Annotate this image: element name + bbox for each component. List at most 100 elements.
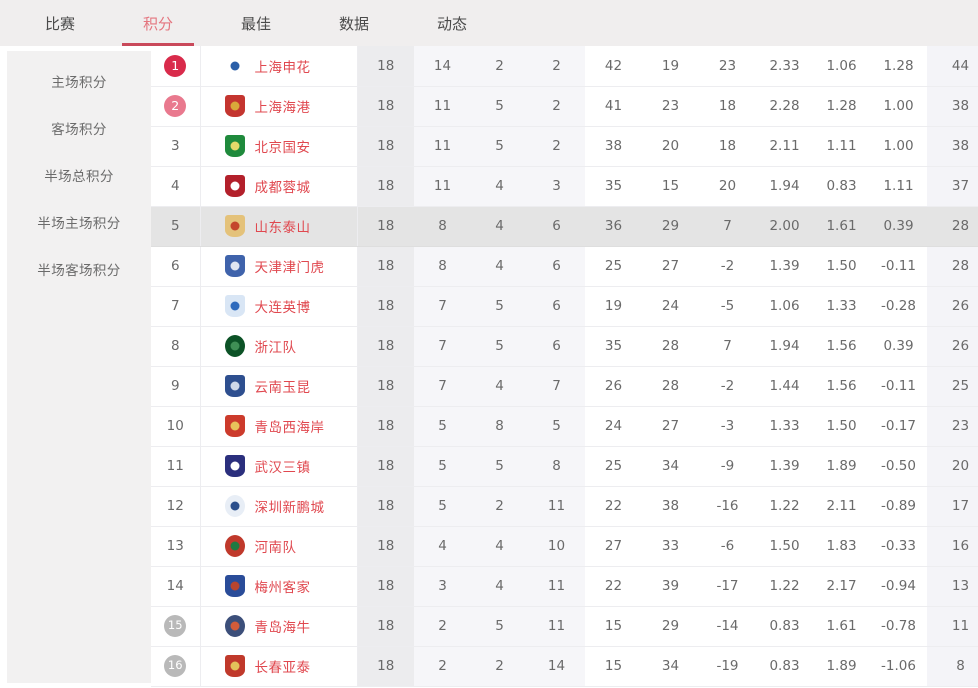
cell-gf_avg: 2.28 — [756, 86, 813, 127]
cell-played: 18 — [357, 126, 414, 167]
team-crest-icon — [224, 415, 245, 437]
team-cell[interactable]: 山东泰山 — [200, 206, 358, 247]
cell-ga_avg: 1.28 — [813, 86, 870, 127]
table-row[interactable]: 15 青岛海牛 18 2 5 11 15 29 -14 0.83 1.61 -0.78 11 — [151, 606, 978, 647]
team-cell[interactable]: 天津津门虎 — [200, 246, 358, 287]
cell-loss: 10 — [528, 526, 585, 567]
cell-points: 28 — [927, 206, 978, 247]
tab-1[interactable]: 积分 — [116, 0, 200, 46]
rank-number: 3 — [170, 138, 180, 154]
cell-draw: 2 — [471, 646, 528, 687]
cell-win: 5 — [414, 486, 471, 527]
cell-ga: 23 — [642, 86, 699, 127]
cell-ga_avg: 1.83 — [813, 526, 870, 567]
cell-loss: 5 — [528, 406, 585, 447]
cell-draw: 5 — [471, 326, 528, 367]
team-cell[interactable]: 上海海港 — [200, 86, 358, 127]
cell-gd_avg: -0.78 — [870, 606, 927, 647]
cell-ga_avg: 1.61 — [813, 606, 870, 647]
cell-gf_avg: 2.00 — [756, 206, 813, 247]
rank-cell: 14 — [151, 566, 201, 607]
sidebar-item-1[interactable]: 客场积分 — [51, 121, 107, 138]
rank-cell: 12 — [151, 486, 201, 527]
table-row[interactable]: 14 梅州客家 18 3 4 11 22 39 -17 1.22 2.17 -0.94 13 — [151, 566, 978, 607]
team-cell[interactable]: 浙江队 — [200, 326, 358, 367]
cell-gf: 38 — [585, 126, 642, 167]
cell-played: 18 — [357, 526, 414, 567]
team-cell[interactable]: 河南队 — [200, 526, 358, 567]
cell-gf: 41 — [585, 86, 642, 127]
cell-ga: 20 — [642, 126, 699, 167]
sidebar-item-3[interactable]: 半场主场积分 — [37, 215, 121, 232]
tab-2[interactable]: 最佳 — [240, 14, 271, 33]
cell-gd: -19 — [699, 646, 756, 687]
sidebar-item-2[interactable]: 半场总积分 — [44, 168, 114, 185]
tab-0[interactable]: 比赛 — [44, 14, 75, 33]
team-cell[interactable]: 云南玉昆 — [200, 366, 358, 407]
table-row[interactable]: 6 天津津门虎 18 8 4 6 25 27 -2 1.39 1.50 -0.11 28 — [151, 246, 978, 287]
cell-draw: 8 — [471, 406, 528, 447]
tab-4[interactable]: 动态 — [436, 14, 467, 33]
cell-draw: 2 — [471, 486, 528, 527]
tab-3[interactable]: 数据 — [338, 14, 369, 33]
sidebar-item-0[interactable]: 主场积分 — [51, 74, 107, 91]
team-cell[interactable]: 长春亚泰 — [200, 646, 358, 687]
cell-gd_avg: -0.94 — [870, 566, 927, 607]
cell-ga: 39 — [642, 566, 699, 607]
team-name: 云南玉昆 — [254, 380, 311, 396]
team-cell[interactable]: 青岛海牛 — [200, 606, 358, 647]
cell-points: 11 — [927, 606, 978, 647]
table-row[interactable]: 8 浙江队 18 7 5 6 35 28 7 1.94 1.56 0.39 26 — [151, 326, 978, 367]
cell-gf_avg: 1.44 — [756, 366, 813, 407]
team-cell[interactable]: 深圳新鹏城 — [200, 486, 358, 527]
team-crest-icon — [224, 295, 245, 317]
cell-points: 38 — [927, 86, 978, 127]
cell-loss: 3 — [528, 166, 585, 207]
table-row[interactable]: 5 山东泰山 18 8 4 6 36 29 7 2.00 1.61 0.39 28 — [151, 206, 978, 247]
team-cell[interactable]: 成都蓉城 — [200, 166, 358, 207]
team-name: 上海申花 — [254, 59, 311, 76]
cell-win: 11 — [414, 166, 471, 207]
table-row[interactable]: 1 上海申花 18 14 2 2 42 19 23 2.33 1.06 1.28 44 — [151, 46, 978, 87]
table-row[interactable]: 11 武汉三镇 18 5 5 8 25 34 -9 1.39 1.89 -0.50 20 — [151, 446, 978, 487]
team-cell[interactable]: 武汉三镇 — [200, 446, 358, 487]
cell-gf_avg: 1.94 — [756, 326, 813, 367]
team-cell[interactable]: 北京国安 — [200, 126, 358, 167]
cell-gf: 42 — [585, 46, 642, 87]
table-row[interactable]: 16 长春亚泰 18 2 2 14 15 34 -19 0.83 1.89 -1.06 8 — [151, 646, 978, 687]
cell-ga_avg: 1.61 — [813, 206, 870, 247]
rank-cell: 2 — [151, 86, 201, 127]
team-cell[interactable]: 青岛西海岸 — [200, 406, 358, 447]
cell-gd: 7 — [699, 326, 756, 367]
cell-gd_avg: 0.39 — [870, 206, 927, 247]
cell-played: 18 — [357, 326, 414, 367]
rank-cell: 16 — [151, 646, 201, 687]
table-row[interactable]: 3 北京国安 18 11 5 2 38 20 18 2.11 1.11 1.00 38 — [151, 126, 978, 167]
cell-played: 18 — [357, 566, 414, 607]
rank-badge: 16 — [164, 655, 187, 677]
cell-gd: -3 — [699, 406, 756, 447]
team-name: 河南队 — [254, 540, 297, 556]
table-row[interactable]: 4 成都蓉城 18 11 4 3 35 15 20 1.94 0.83 1.11 37 — [151, 166, 978, 207]
team-cell[interactable]: 大连英博 — [200, 286, 358, 327]
table-row[interactable]: 9 云南玉昆 18 7 4 7 26 28 -2 1.44 1.56 -0.11 25 — [151, 366, 978, 407]
cell-gd: -2 — [699, 246, 756, 287]
table-row[interactable]: 2 上海海港 18 11 5 2 41 23 18 2.28 1.28 1.00 38 — [151, 86, 978, 127]
cell-gd_avg: -0.89 — [870, 486, 927, 527]
rank-cell: 1 — [151, 46, 201, 87]
cell-gd_avg: 0.39 — [870, 326, 927, 367]
table-row[interactable]: 13 河南队 18 4 4 10 27 33 -6 1.50 1.83 -0.33 16 — [151, 526, 978, 567]
sidebar-item-4[interactable]: 半场客场积分 — [37, 262, 121, 279]
cell-draw: 2 — [471, 46, 528, 87]
table-row[interactable]: 10 青岛西海岸 18 5 8 5 24 27 -3 1.33 1.50 -0.17 23 — [151, 406, 978, 447]
cell-draw: 5 — [471, 126, 528, 167]
table-row[interactable]: 12 深圳新鹏城 18 5 2 11 22 38 -16 1.22 2.11 -0.89 17 — [151, 486, 978, 527]
rank-number: 13 — [166, 538, 184, 554]
cell-gd_avg: 1.00 — [870, 126, 927, 167]
cell-gf: 25 — [585, 246, 642, 287]
rank-number: 9 — [170, 378, 180, 394]
team-cell[interactable]: 梅州客家 — [200, 566, 358, 607]
table-row[interactable]: 7 大连英博 18 7 5 6 19 24 -5 1.06 1.33 -0.28 26 — [151, 286, 978, 327]
team-cell[interactable]: 上海申花 — [200, 46, 358, 87]
cell-points: 8 — [927, 646, 978, 687]
